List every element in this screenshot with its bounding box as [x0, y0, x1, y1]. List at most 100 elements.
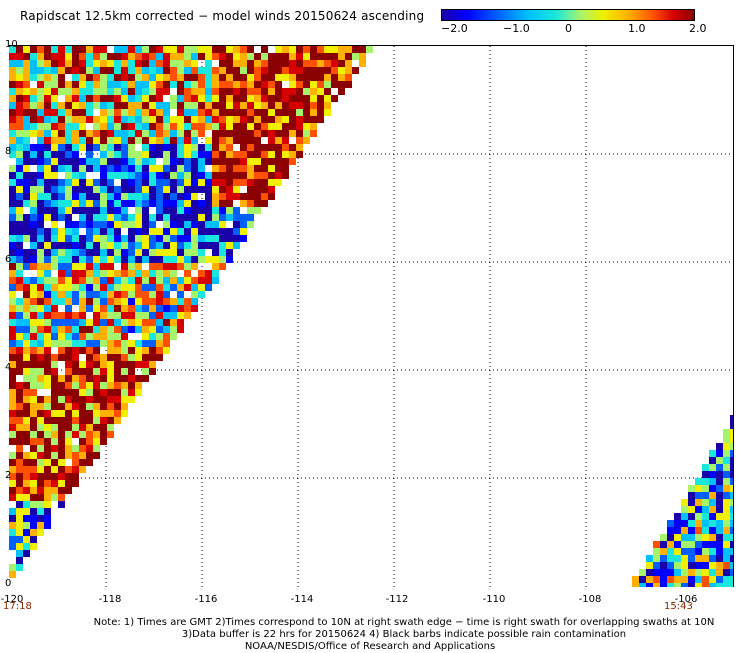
- wind-cell: [86, 424, 93, 431]
- wind-cell: [9, 116, 16, 123]
- wind-cell: [156, 53, 163, 60]
- wind-cell: [44, 410, 51, 417]
- wind-cell: [44, 193, 51, 200]
- wind-cell: [114, 270, 121, 277]
- wind-cell: [212, 116, 219, 123]
- wind-cell: [9, 102, 16, 109]
- wind-cell: [324, 74, 331, 81]
- wind-cell: [716, 478, 723, 485]
- wind-cell: [212, 186, 219, 193]
- wind-cell: [107, 144, 114, 151]
- wind-cell: [72, 123, 79, 130]
- wind-cell: [233, 221, 240, 228]
- wind-cell: [121, 144, 128, 151]
- wind-cell: [226, 116, 233, 123]
- wind-cell: [30, 536, 37, 543]
- wind-cell: [114, 207, 121, 214]
- wind-cell: [695, 576, 702, 583]
- wind-cell: [268, 116, 275, 123]
- wind-cell: [100, 256, 107, 263]
- wind-cell: [107, 214, 114, 221]
- wind-cell: [149, 186, 156, 193]
- wind-cell: [121, 158, 128, 165]
- wind-cell: [44, 228, 51, 235]
- wind-cell: [72, 53, 79, 60]
- wind-cell: [296, 151, 303, 158]
- wind-cell: [212, 109, 219, 116]
- wind-cell: [44, 130, 51, 137]
- wind-cell: [338, 60, 345, 67]
- wind-cell: [30, 53, 37, 60]
- wind-cell: [72, 263, 79, 270]
- wind-cell: [30, 354, 37, 361]
- wind-cell: [107, 53, 114, 60]
- wind-cell: [79, 109, 86, 116]
- wind-cell: [177, 312, 184, 319]
- wind-cell: [44, 312, 51, 319]
- wind-cell: [317, 74, 324, 81]
- wind-cell: [121, 53, 128, 60]
- wind-cell: [72, 312, 79, 319]
- wind-cell: [100, 109, 107, 116]
- wind-cell: [86, 256, 93, 263]
- wind-cell: [723, 492, 730, 499]
- wind-cell: [233, 67, 240, 74]
- wind-cell: [114, 305, 121, 312]
- wind-cell: [44, 494, 51, 501]
- wind-cell: [44, 480, 51, 487]
- wind-cell: [16, 263, 23, 270]
- wind-cell: [16, 389, 23, 396]
- wind-cell: [219, 235, 226, 242]
- wind-cell: [205, 200, 212, 207]
- wind-cell: [121, 179, 128, 186]
- wind-cell: [93, 74, 100, 81]
- wind-cell: [93, 319, 100, 326]
- wind-cell: [65, 438, 72, 445]
- wind-cell: [16, 459, 23, 466]
- wind-cell: [198, 221, 205, 228]
- wind-cell: [9, 123, 16, 130]
- wind-cell: [282, 151, 289, 158]
- wind-cell: [667, 555, 674, 562]
- wind-cell: [296, 46, 303, 53]
- wind-cell: [135, 151, 142, 158]
- wind-cell: [275, 144, 282, 151]
- wind-cell: [79, 88, 86, 95]
- wind-cell: [30, 228, 37, 235]
- wind-cell: [681, 513, 688, 520]
- wind-cell: [156, 298, 163, 305]
- wind-cell: [695, 534, 702, 541]
- wind-cell: [163, 158, 170, 165]
- wind-cell: [681, 548, 688, 555]
- wind-cell: [289, 144, 296, 151]
- wind-cell: [100, 298, 107, 305]
- wind-cell: [170, 284, 177, 291]
- wind-cell: [114, 347, 121, 354]
- wind-cell: [184, 88, 191, 95]
- wind-cell: [16, 298, 23, 305]
- wind-cell: [30, 116, 37, 123]
- wind-cell: [79, 270, 86, 277]
- wind-cell: [296, 130, 303, 137]
- y-tick-4: 4: [5, 362, 12, 373]
- wind-cell: [177, 193, 184, 200]
- wind-cell: [177, 46, 184, 53]
- wind-cell: [114, 95, 121, 102]
- wind-cell: [191, 228, 198, 235]
- wind-cell: [72, 221, 79, 228]
- wind-cell: [289, 74, 296, 81]
- wind-cell: [142, 116, 149, 123]
- wind-cell: [198, 144, 205, 151]
- wind-cell: [324, 102, 331, 109]
- wind-cell: [289, 130, 296, 137]
- wind-cell: [142, 46, 149, 53]
- wind-cell: [149, 361, 156, 368]
- wind-cell: [30, 200, 37, 207]
- wind-cell: [149, 298, 156, 305]
- wind-cell: [254, 88, 261, 95]
- wind-cell: [65, 298, 72, 305]
- wind-cell: [16, 305, 23, 312]
- wind-cell: [79, 158, 86, 165]
- wind-cell: [261, 67, 268, 74]
- wind-cell: [86, 81, 93, 88]
